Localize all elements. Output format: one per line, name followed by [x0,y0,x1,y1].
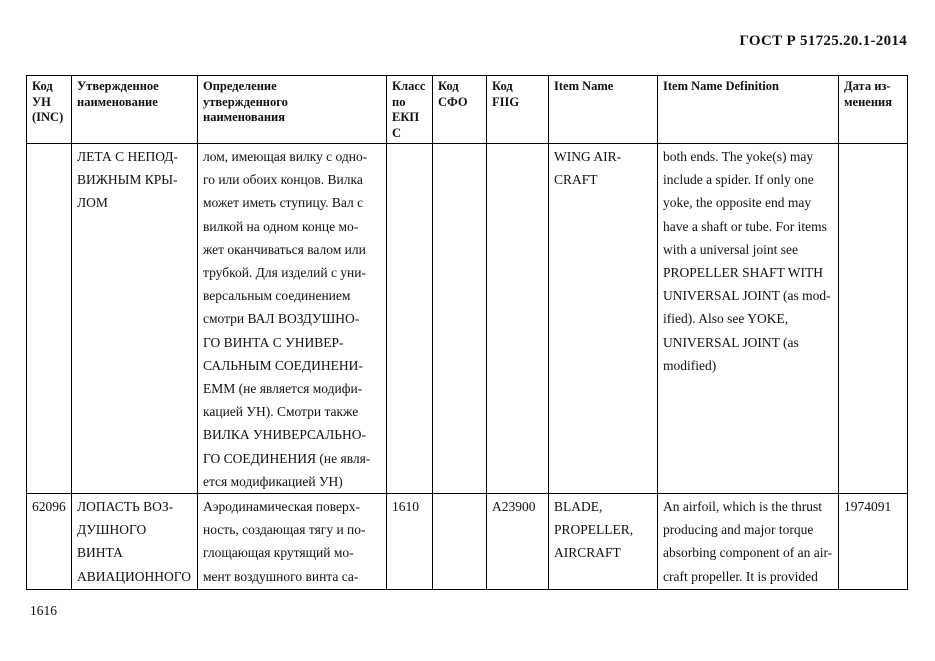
column-header-inc-code: Код УН (INC) [26,75,72,144]
cell-text: An airfoil, which is the thrust producin… [663,499,833,584]
cell-text: лом, имеющая вилку с одно- го или обоих … [203,149,371,489]
cell-ekps-class: 1610 [386,493,433,591]
column-header-approved-name: Утвержденное наименование [71,75,198,144]
cell-text: 62096 [32,499,66,515]
column-header-fiig-code: Код FIIG [486,75,549,144]
cell-item-name-definition: both ends. The yoke(s) may include a spi… [657,142,839,495]
cell-text: BLADE, PROPELLER, AIRCRAFT [554,499,634,561]
cell-text: ЛЕТА С НЕПОД- ВИЖНЫМ КРЫ- ЛОМ [77,149,179,211]
column-header-item-name-definition: Item Name Definition [657,75,839,144]
column-header-label: Код FIIG [492,79,520,109]
column-header-item-name: Item Name [548,75,658,144]
column-header-label: Item Name [554,79,614,93]
table-header-row: Код УН (INC) Утвержденное наименование О… [26,75,908,144]
column-header-approved-definition: Определение утвержденного наименования [197,75,387,144]
table-row: ЛЕТА С НЕПОД- ВИЖНЫМ КРЫ- ЛОМ лом, имеющ… [26,142,908,495]
cell-inc-code [26,142,72,495]
cell-text: ЛОПАСТЬ ВОЗ- ДУШНОГО ВИНТА АВИАЦИОННОГО [77,499,191,584]
column-header-label: Утвержденное наименование [77,79,159,109]
cell-approved-definition: Аэродинамическая поверх- ность, создающа… [197,493,387,591]
table-row: 62096 ЛОПАСТЬ ВОЗ- ДУШНОГО ВИНТА АВИАЦИО… [26,493,908,591]
cell-fiig-code [486,142,549,495]
column-header-label: Класс по ЕКП С [392,79,426,140]
cell-item-name: WING AIR- CRAFT [548,142,658,495]
page-number: 1616 [30,603,57,618]
cell-ekps-class [386,142,433,495]
column-header-ekps-class: Класс по ЕКП С [386,75,433,144]
cell-text: 1610 [392,499,419,515]
cell-text: both ends. The yoke(s) may include a spi… [663,149,831,373]
cell-item-name-definition: An airfoil, which is the thrust producin… [657,493,839,591]
cell-text: A23900 [492,499,536,515]
cell-sfo-code [432,493,487,591]
cell-approved-name: ЛОПАСТЬ ВОЗ- ДУШНОГО ВИНТА АВИАЦИОННОГО [71,493,198,591]
cell-fiig-code: A23900 [486,493,549,591]
cell-sfo-code [432,142,487,495]
document-standard-number: ГОСТ Р 51725.20.1-2014 [739,33,907,49]
cell-approved-definition: лом, имеющая вилку с одно- го или обоих … [197,142,387,495]
column-header-label: Определение утвержденного наименования [203,79,288,124]
cell-change-date [838,142,908,495]
item-name-dictionary-table: Код УН (INC) Утвержденное наименование О… [26,75,908,591]
cell-text: 1974091 [844,499,892,515]
column-header-change-date: Дата из- менения [838,75,908,144]
cell-text: WING AIR- CRAFT [554,149,622,188]
cell-inc-code: 62096 [26,493,72,591]
column-header-label: Дата из- менения [844,79,892,109]
column-header-label: Код УН (INC) [32,79,64,124]
cell-item-name: BLADE, PROPELLER, AIRCRAFT [548,493,658,591]
cell-change-date: 1974091 [838,493,908,591]
column-header-label: Item Name Definition [663,79,779,93]
cell-approved-name: ЛЕТА С НЕПОД- ВИЖНЫМ КРЫ- ЛОМ [71,142,198,495]
column-header-label: Код СФО [438,79,468,109]
cell-text: Аэродинамическая поверх- ность, создающа… [203,499,366,584]
column-header-sfo-code: Код СФО [432,75,487,144]
